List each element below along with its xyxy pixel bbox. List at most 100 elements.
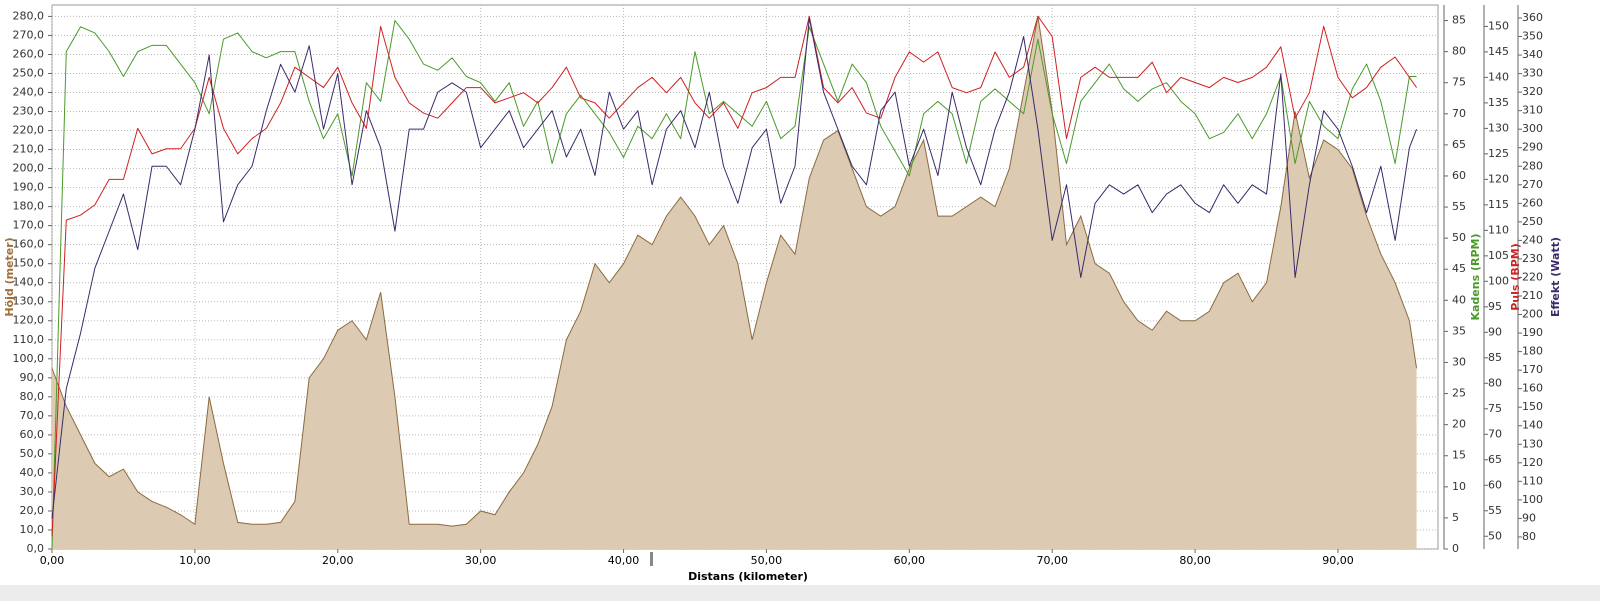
- y-tick-label: 60,0: [20, 428, 45, 441]
- y2-tick-label: 55: [1452, 200, 1466, 213]
- y-tick-label: 10,0: [20, 523, 45, 536]
- y3-tick-label: 95: [1488, 300, 1502, 313]
- y3-tick-label: 140: [1488, 70, 1509, 83]
- y3-axis-title: Puls (BPM): [1509, 243, 1522, 311]
- y2-tick-label: 70: [1452, 107, 1466, 120]
- y4-tick-label: 190: [1522, 326, 1543, 339]
- y4-tick-label: 310: [1522, 104, 1543, 117]
- y3-tick-label: 85: [1488, 351, 1502, 364]
- y-tick-label: 30,0: [20, 485, 45, 498]
- scroll-marker: [650, 552, 653, 566]
- y4-tick-label: 80: [1522, 530, 1536, 543]
- y4-tick-label: 330: [1522, 67, 1543, 80]
- y4-tick-label: 260: [1522, 196, 1543, 209]
- y2-tick-label: 50: [1452, 231, 1466, 244]
- y4-tick-label: 240: [1522, 233, 1543, 246]
- y3-tick-label: 90: [1488, 325, 1502, 338]
- y4-tick-label: 200: [1522, 308, 1543, 321]
- line-series: [51, 15, 1417, 537]
- y-tick-label: 260,0: [13, 47, 45, 60]
- y3-tick-label: 80: [1488, 376, 1502, 389]
- x-tick-label: 10,00: [179, 554, 211, 567]
- x-tick-label: 60,00: [894, 554, 926, 567]
- y3-tick-label: 55: [1488, 504, 1502, 517]
- y4-tick-label: 180: [1522, 345, 1543, 358]
- y2-tick-label: 85: [1452, 14, 1466, 27]
- area-fill: [52, 16, 1417, 549]
- y3-tick-label: 75: [1488, 402, 1502, 415]
- y2-tick-label: 75: [1452, 76, 1466, 89]
- y-tick-label: 70,0: [20, 409, 45, 422]
- y2-tick-label: 15: [1452, 449, 1466, 462]
- y3-tick-label: 110: [1488, 223, 1509, 236]
- y4-axis-title: Effekt (Watt): [1549, 237, 1562, 317]
- y4-tick-label: 360: [1522, 11, 1543, 24]
- y-tick-label: 0,0: [27, 542, 45, 555]
- y-tick-label: 180,0: [13, 200, 45, 213]
- y3-tick-label: 70: [1488, 427, 1502, 440]
- y2-axis-title: Kadens (RPM): [1469, 233, 1482, 320]
- y-tick-label: 280,0: [13, 9, 45, 22]
- y-tick-label: 80,0: [20, 390, 45, 403]
- y4-tick-label: 350: [1522, 30, 1543, 43]
- y3-tick-label: 60: [1488, 478, 1502, 491]
- y4-tick-label: 340: [1522, 48, 1543, 61]
- y4-tick-label: 120: [1522, 456, 1543, 469]
- y4-tick-label: 150: [1522, 400, 1543, 413]
- y3-tick-label: 105: [1488, 249, 1509, 262]
- y4-tick-label: 280: [1522, 159, 1543, 172]
- line-series: [51, 20, 1417, 550]
- x-axis-title: Distans (kilometer): [688, 570, 808, 583]
- y2-tick-label: 0: [1452, 542, 1459, 555]
- y-tick-label: 130,0: [13, 295, 45, 308]
- y4-tick-label: 110: [1522, 474, 1543, 487]
- y-tick-label: 90,0: [20, 371, 45, 384]
- y3-tick-label: 115: [1488, 198, 1509, 211]
- y-tick-label: 120,0: [13, 314, 45, 327]
- x-tick-label: 90,00: [1322, 554, 1354, 567]
- y-tick-label: 140,0: [13, 276, 45, 289]
- y-tick-label: 50,0: [20, 447, 45, 460]
- y3-tick-label: 130: [1488, 121, 1509, 134]
- x-tick-label: 70,00: [1036, 554, 1068, 567]
- y4-tick-label: 160: [1522, 382, 1543, 395]
- y-tick-label: 190,0: [13, 181, 45, 194]
- y-tick-label: 160,0: [13, 238, 45, 251]
- y4-tick-label: 220: [1522, 270, 1543, 283]
- x-tick-label: 20,00: [322, 554, 354, 567]
- y-tick-label: 270,0: [13, 28, 45, 41]
- status-strip: [0, 585, 1600, 601]
- y4-tick-label: 170: [1522, 363, 1543, 376]
- y-tick-label: 40,0: [20, 466, 45, 479]
- y2-tick-label: 5: [1452, 511, 1459, 524]
- y2-tick-label: 25: [1452, 387, 1466, 400]
- y3-tick-label: 100: [1488, 274, 1509, 287]
- y3-tick-label: 145: [1488, 45, 1509, 58]
- x-tick-label: 30,00: [465, 554, 497, 567]
- y-tick-label: 150,0: [13, 257, 45, 270]
- y2-tick-label: 20: [1452, 418, 1466, 431]
- area-outline: [51, 16, 1418, 527]
- y2-tick-label: 35: [1452, 324, 1466, 337]
- y-tick-label: 110,0: [13, 333, 45, 346]
- y4-tick-label: 300: [1522, 122, 1543, 135]
- y4-tick-label: 210: [1522, 289, 1543, 302]
- y2-tick-label: 80: [1452, 45, 1466, 58]
- y-tick-label: 20,0: [20, 504, 45, 517]
- y4-tick-label: 130: [1522, 437, 1543, 450]
- x-tick-label: 50,00: [751, 554, 783, 567]
- x-tick-label: 0,00: [40, 554, 65, 567]
- y-axis-title: Höjd (meter): [3, 237, 16, 316]
- y3-tick-label: 65: [1488, 453, 1502, 466]
- y-tick-label: 250,0: [13, 66, 45, 79]
- y-tick-label: 220,0: [13, 124, 45, 137]
- y4-tick-label: 250: [1522, 215, 1543, 228]
- y3-tick-label: 125: [1488, 147, 1509, 160]
- y-tick-label: 210,0: [13, 143, 45, 156]
- y-tick-label: 230,0: [13, 105, 45, 118]
- y3-tick-label: 150: [1488, 19, 1509, 32]
- y-tick-label: 100,0: [13, 352, 45, 365]
- y4-tick-label: 90: [1522, 511, 1536, 524]
